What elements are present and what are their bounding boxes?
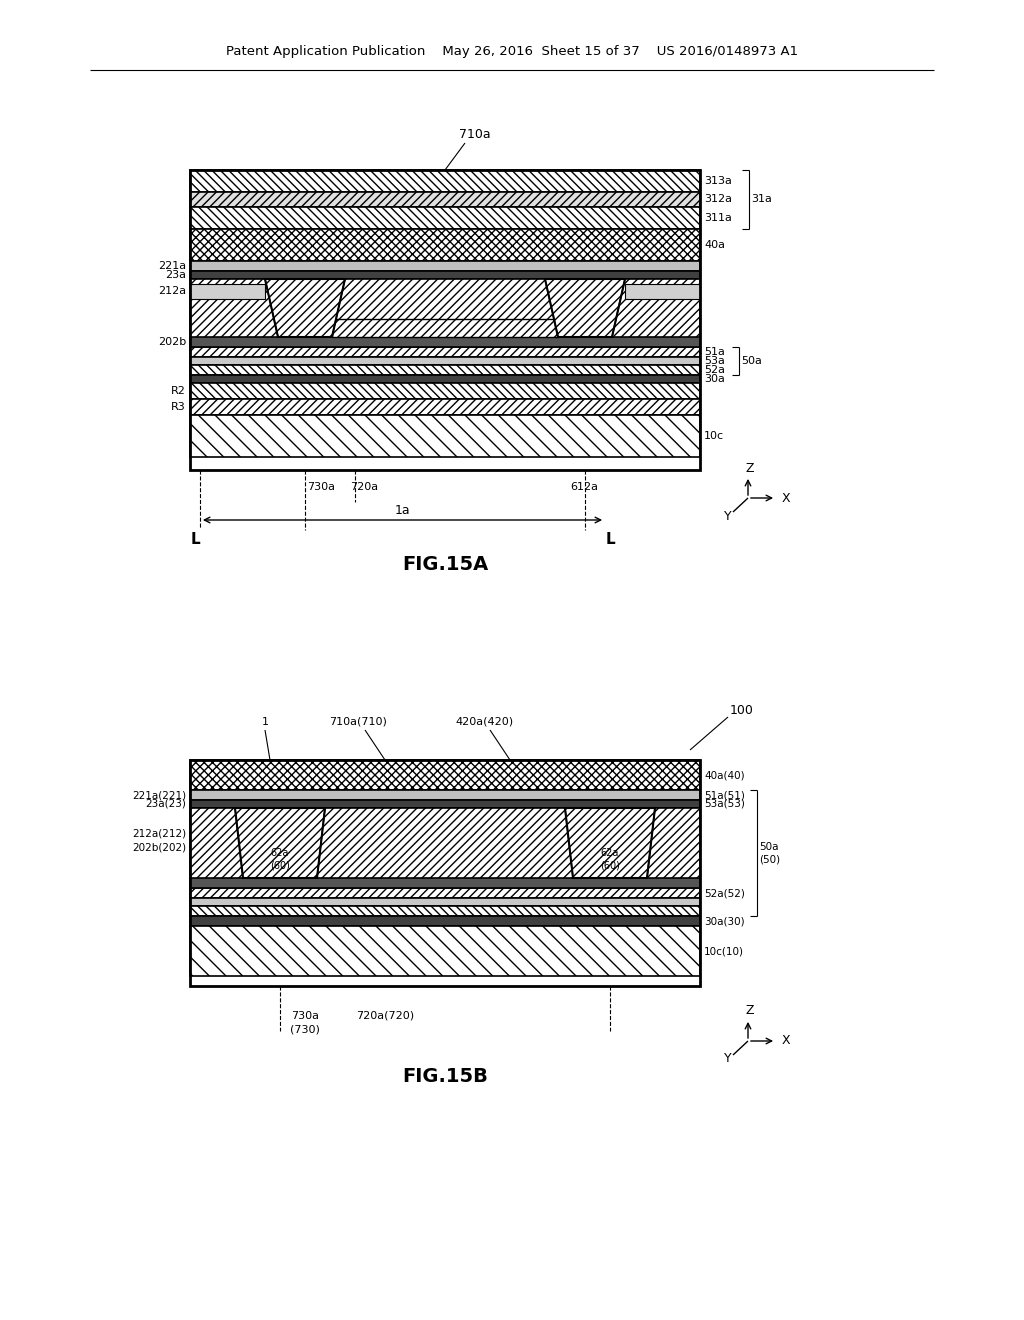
Text: (60): (60) (270, 861, 290, 871)
Text: 1a: 1a (394, 503, 411, 516)
Text: 730a: 730a (291, 1011, 319, 1020)
Bar (190, 916, 700, 927)
Text: 51a(51): 51a(51) (705, 789, 744, 800)
Text: 10c(10): 10c(10) (705, 946, 744, 956)
Text: 202b: 202b (158, 337, 186, 347)
Text: 40a(40): 40a(40) (705, 770, 744, 780)
Bar (190, 789, 700, 800)
Bar (190, 271, 700, 279)
Bar (190, 760, 700, 986)
Text: X: X (781, 491, 791, 504)
Text: 720a: 720a (350, 482, 378, 492)
Bar (190, 760, 700, 789)
Text: 221a(221): 221a(221) (132, 789, 186, 800)
Text: 1: 1 (261, 717, 268, 727)
Text: 720a(720): 720a(720) (356, 1011, 414, 1020)
Text: Y: Y (724, 510, 732, 523)
Bar (190, 228, 700, 261)
Bar (190, 170, 700, 470)
Text: 53a: 53a (705, 356, 725, 366)
Text: L: L (605, 532, 614, 548)
Text: R3: R3 (171, 403, 186, 412)
Text: 612a: 612a (570, 482, 598, 492)
Bar (190, 279, 700, 347)
Bar (190, 284, 265, 300)
Text: 23a(23): 23a(23) (145, 799, 186, 809)
Text: 23a: 23a (165, 271, 186, 280)
Text: 202b(202): 202b(202) (132, 843, 186, 853)
Bar (190, 375, 700, 383)
Text: Z: Z (745, 462, 755, 474)
Bar (190, 878, 700, 888)
Text: 31a: 31a (751, 194, 772, 205)
Text: 212a: 212a (158, 286, 186, 297)
Bar (190, 261, 700, 271)
Text: 313a: 313a (705, 176, 732, 186)
Text: 710a(710): 710a(710) (329, 717, 387, 727)
Text: 62a: 62a (601, 847, 620, 858)
Bar (190, 906, 700, 916)
Text: 51a: 51a (705, 347, 725, 356)
Text: 420a(420): 420a(420) (456, 717, 514, 727)
Bar (190, 347, 700, 356)
Text: 312a: 312a (705, 194, 732, 205)
Text: 221a: 221a (158, 261, 186, 271)
Text: 30a: 30a (705, 374, 725, 384)
Polygon shape (565, 808, 655, 878)
Text: Z: Z (745, 1005, 755, 1018)
Bar (190, 337, 700, 347)
Text: 710a: 710a (459, 128, 490, 141)
Polygon shape (265, 279, 345, 337)
Text: (60): (60) (600, 861, 620, 871)
Bar (625, 284, 700, 300)
Text: L: L (190, 532, 200, 548)
Bar (190, 399, 700, 414)
Text: 730a: 730a (307, 482, 335, 492)
Text: (50): (50) (759, 854, 780, 865)
Bar (190, 191, 700, 207)
Text: 52a(52): 52a(52) (705, 888, 744, 898)
Polygon shape (545, 279, 625, 337)
Bar (190, 366, 700, 375)
Text: 53a(53): 53a(53) (705, 799, 744, 809)
Text: Y: Y (724, 1052, 732, 1065)
Text: Patent Application Publication    May 26, 2016  Sheet 15 of 37    US 2016/014897: Patent Application Publication May 26, 2… (226, 45, 798, 58)
Text: 50a: 50a (741, 356, 762, 366)
Bar (190, 898, 700, 906)
Text: X: X (781, 1035, 791, 1048)
Text: 212a(212): 212a(212) (132, 828, 186, 838)
Bar (190, 207, 700, 228)
Bar (190, 356, 700, 366)
Text: 10c: 10c (705, 432, 724, 441)
Text: 30a(30): 30a(30) (705, 916, 744, 927)
Bar (190, 888, 700, 898)
Bar (190, 800, 700, 808)
Text: 311a: 311a (705, 213, 732, 223)
Bar (190, 414, 700, 457)
Bar (190, 808, 700, 888)
Text: 50a: 50a (759, 842, 778, 851)
Text: 40a: 40a (705, 240, 725, 249)
Text: FIG.15A: FIG.15A (401, 556, 488, 574)
Bar (190, 170, 700, 191)
Bar (190, 927, 700, 975)
Text: 52a: 52a (705, 366, 725, 375)
Text: 62a: 62a (270, 847, 289, 858)
Bar (332, 319, 558, 337)
Bar (190, 383, 700, 399)
Text: R2: R2 (171, 385, 186, 396)
Text: 100: 100 (730, 704, 754, 717)
Text: (730): (730) (290, 1024, 319, 1034)
Text: FIG.15B: FIG.15B (402, 1067, 488, 1085)
Polygon shape (234, 808, 325, 878)
